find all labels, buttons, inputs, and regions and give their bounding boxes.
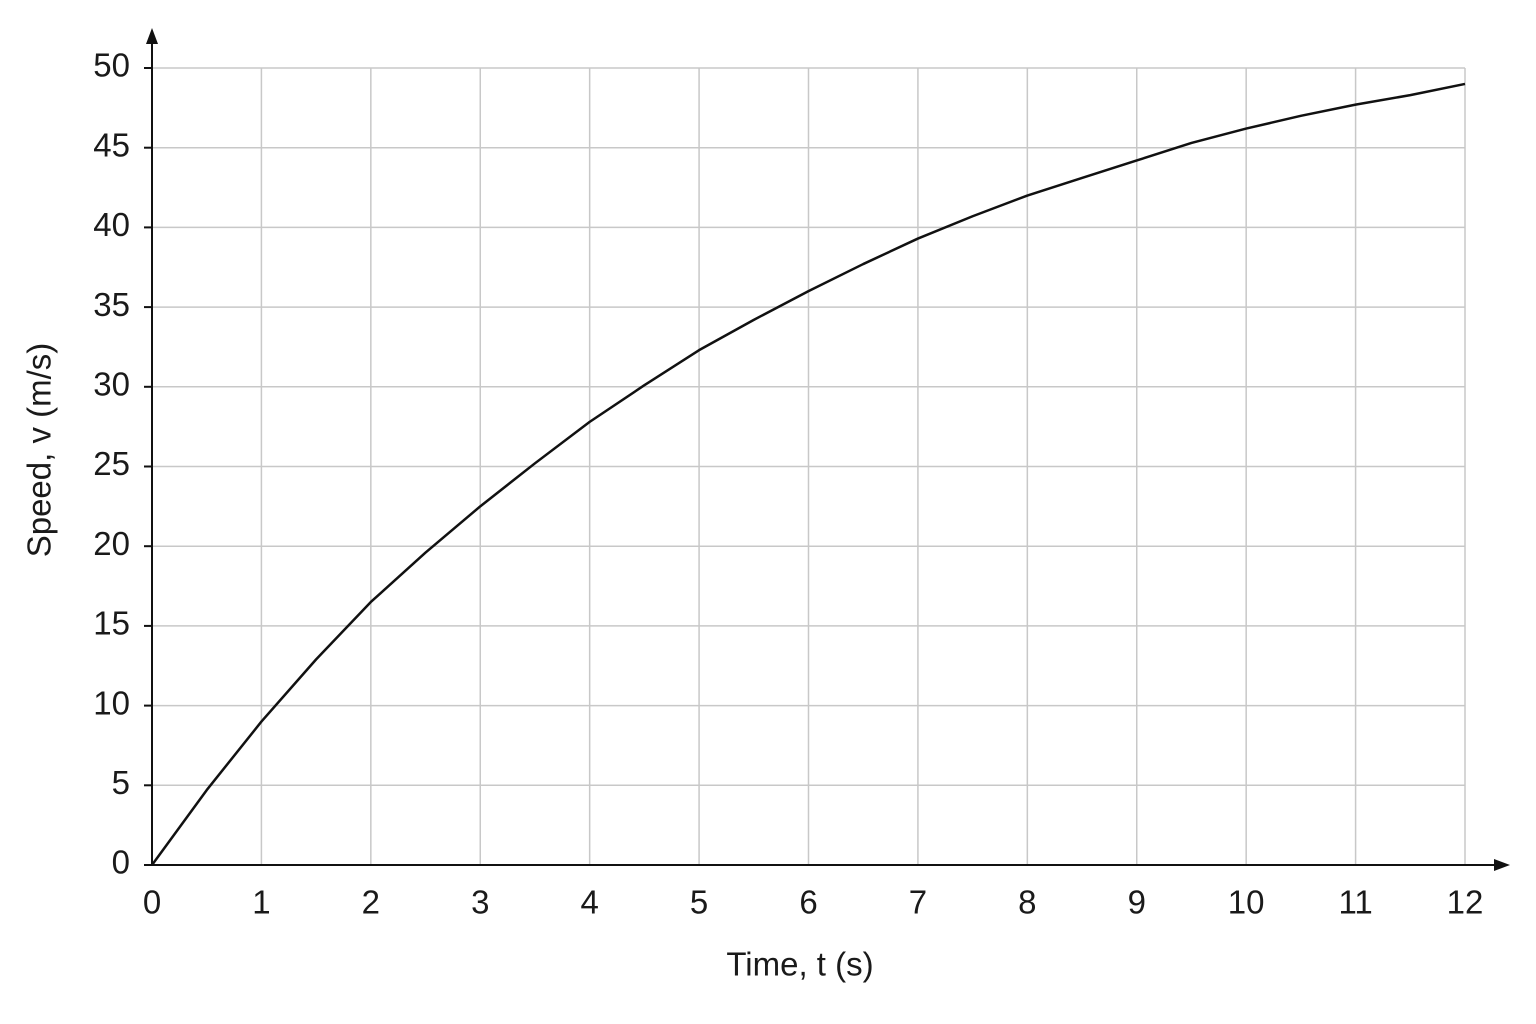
x-tick-label: 12 bbox=[1447, 884, 1484, 921]
y-axis-arrow bbox=[146, 28, 158, 44]
x-axis-label: Time, t (s) bbox=[726, 946, 873, 983]
x-tick-label: 5 bbox=[690, 884, 708, 921]
y-tick-label: 35 bbox=[93, 286, 130, 323]
x-tick-label: 9 bbox=[1128, 884, 1146, 921]
y-tick-label: 15 bbox=[93, 605, 130, 642]
y-tick-label: 0 bbox=[112, 844, 130, 881]
x-tick-label: 6 bbox=[799, 884, 817, 921]
y-tick-label: 10 bbox=[93, 684, 130, 721]
x-tick-label: 4 bbox=[580, 884, 598, 921]
y-tick-label: 5 bbox=[112, 764, 130, 801]
x-tick-label: 7 bbox=[909, 884, 927, 921]
y-tick-label: 25 bbox=[93, 445, 130, 482]
y-tick-label: 40 bbox=[93, 206, 130, 243]
x-tick-label: 11 bbox=[1338, 884, 1372, 921]
y-tick-label: 20 bbox=[93, 525, 130, 562]
x-tick-label: 8 bbox=[1018, 884, 1036, 921]
x-tick-label: 3 bbox=[471, 884, 489, 921]
x-axis-arrow bbox=[1494, 859, 1510, 871]
x-tick-label: 1 bbox=[252, 884, 270, 921]
x-tick-label: 0 bbox=[143, 884, 161, 921]
x-tick-label: 10 bbox=[1228, 884, 1265, 921]
y-tick-label: 30 bbox=[93, 366, 130, 403]
y-tick-label: 45 bbox=[93, 126, 130, 163]
y-tick-label: 50 bbox=[93, 47, 130, 84]
line-series bbox=[150, 82, 1466, 866]
y-axis-label: Speed, v (m/s) bbox=[21, 343, 58, 558]
x-tick-label: 2 bbox=[362, 884, 380, 921]
